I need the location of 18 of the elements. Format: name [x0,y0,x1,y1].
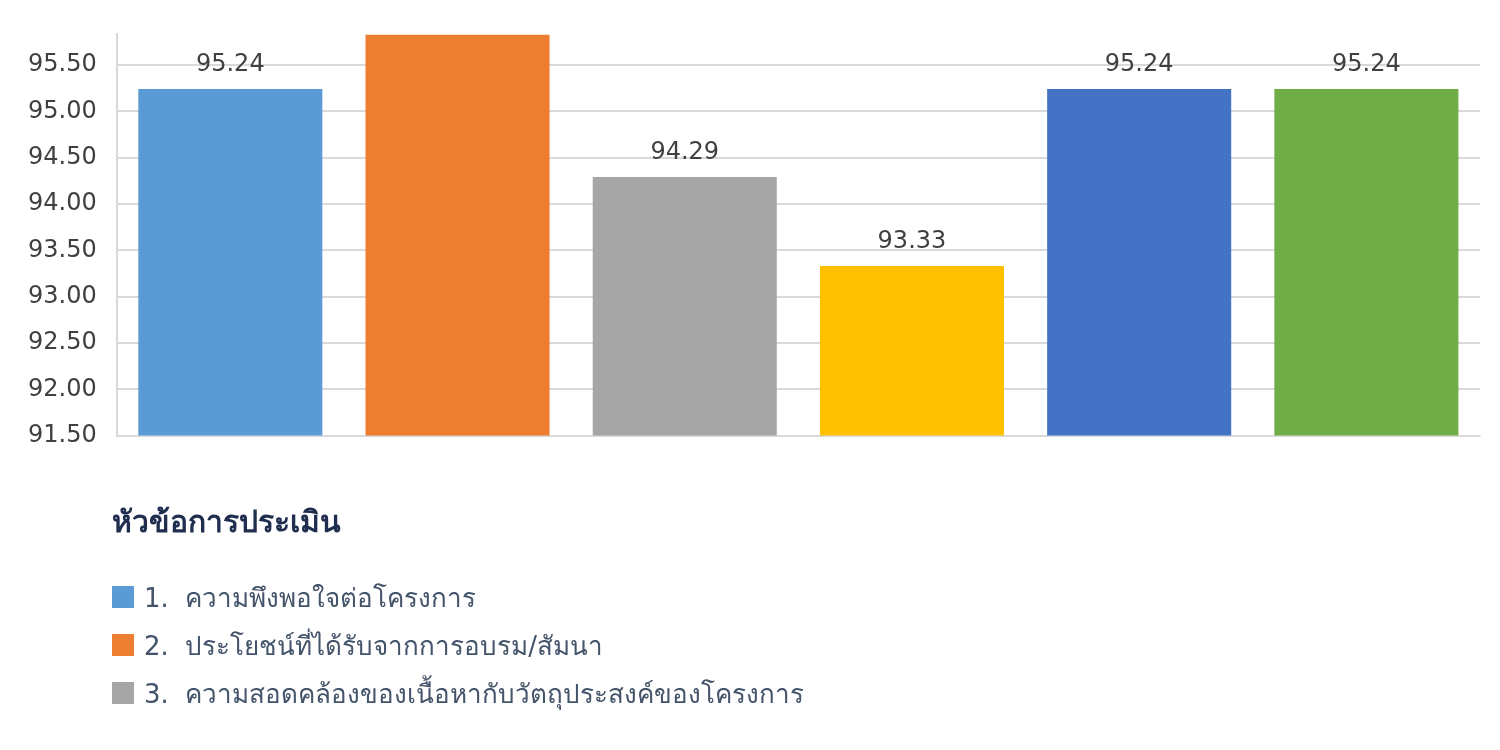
legend-label: 3. ความสอดคล้องของเนื้อหากับวัตถุประสงค์ของโครงการ [144,674,805,712]
data-label: 95.24 [1332,49,1401,78]
y-tick-label: 94.50 [27,141,97,170]
legend-title: หัวข้อการประเมิน [112,503,342,541]
y-tick-label: 91.50 [27,419,97,448]
legend-label: 2. ประโยชน์ที่ได้รับจากการอบรม/สัมนา [144,627,604,663]
y-tick-label: 95.00 [27,95,97,124]
data-label: 95.24 [1104,49,1174,78]
y-tick-label: 92.00 [27,373,97,402]
data-label: 93.33 [877,226,947,255]
legend-label: 1. ความพึงพอใจต่อโครงการ [144,581,477,615]
data-label: 94.29 [650,137,720,166]
y-tick-label: 93.50 [27,234,97,263]
y-tick-label: 92.50 [27,327,97,356]
y-tick-label: 94.00 [27,188,97,217]
y-tick-label: 95.50 [27,49,97,78]
y-tick-label: 93.00 [27,280,97,309]
data-label: 95.24 [195,49,265,78]
